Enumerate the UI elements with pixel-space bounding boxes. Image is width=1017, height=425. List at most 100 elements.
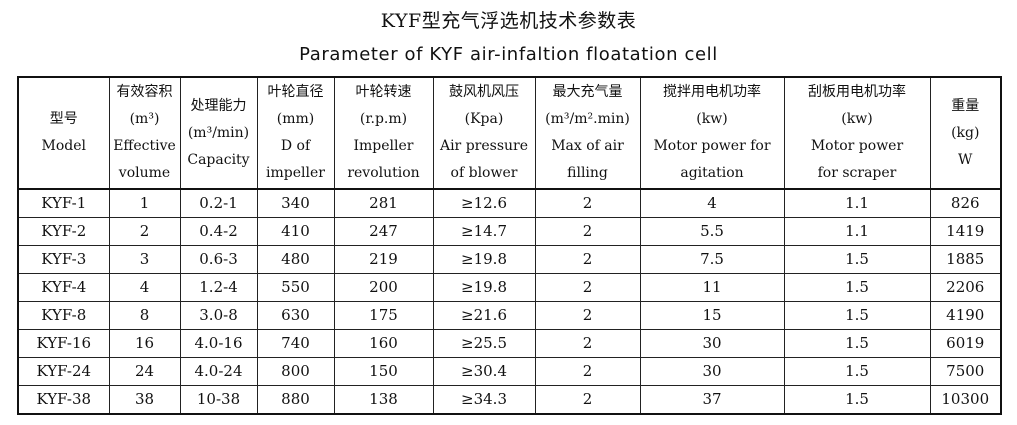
table-row: KYF-38 38 10-38 880 138 ≥34.3 2 37 1.5 10300 [17, 385, 1002, 415]
table-cell: KYF-16 [17, 329, 110, 358]
column-header-cn: 搅拌用电机功率 [663, 84, 761, 100]
table-row: KYF-1 1 0.2-1 340 281 ≥12.6 2 4 1.1 826 [17, 188, 1002, 218]
table-cell: KYF-38 [17, 385, 110, 415]
table-cell: 1.5 [783, 329, 931, 358]
table-cell: 0.6-3 [179, 245, 258, 274]
table-cell: 7500 [929, 357, 1002, 386]
table-row: KYF-4 4 1.2-4 550 200 ≥19.8 2 11 1.5 2206 [17, 273, 1002, 302]
table-cell: 38 [108, 385, 181, 415]
title-chinese: KYF型充气浮选机技术参数表 [380, 10, 637, 32]
table-cell: 281 [333, 188, 434, 218]
table-cell: KYF-4 [17, 273, 110, 302]
table-cell: 2206 [929, 273, 1002, 302]
column-header-en-line: (m³) [129, 111, 160, 127]
table-cell: KYF-1 [17, 188, 110, 218]
table-cell: 740 [256, 329, 335, 358]
column-header-en-line: W [958, 151, 973, 168]
table-cell: 4.0-16 [179, 329, 258, 358]
table-cell: KYF-24 [17, 357, 110, 386]
table-cell: 2 [534, 357, 641, 386]
table-cell: 3.0-8 [179, 301, 258, 330]
table-cell: ≥34.3 [432, 385, 536, 415]
column-header-en-line: revolution [347, 165, 420, 181]
table-cell: ≥12.6 [432, 188, 536, 218]
table-row: KYF-16 16 4.0-16 740 160 ≥25.5 2 30 1.5 6019 [17, 329, 1002, 358]
column-header-en-line: (kg) [951, 124, 980, 141]
column-header-en-line: Motor power for [653, 138, 771, 154]
table-cell: 4 [639, 188, 785, 218]
table-cell: 1.1 [783, 188, 931, 218]
table-cell: 2 [534, 273, 641, 302]
table-cell: 247 [333, 217, 434, 246]
column-header-en-line: Max of air [551, 138, 624, 154]
table-cell: 1885 [929, 245, 1002, 274]
table-cell: 11 [639, 273, 785, 302]
table-row: KYF-8 8 3.0-8 630 175 ≥21.6 2 15 1.5 4190 [17, 301, 1002, 330]
table-cell: 826 [929, 188, 1002, 218]
table-cell: 138 [333, 385, 434, 415]
table-cell: 1.5 [783, 301, 931, 330]
table-cell: ≥21.6 [432, 301, 536, 330]
table-cell: 5.5 [639, 217, 785, 246]
table-cell: 219 [333, 245, 434, 274]
column-header-en-line: (Kpa) [464, 111, 504, 127]
column-header-en-line: filling [567, 165, 608, 181]
table-cell: 480 [256, 245, 335, 274]
column-header: 叶轮直径 (mm) D of impeller [256, 76, 335, 190]
table-cell: 2 [534, 385, 641, 415]
column-header: 型号 Model [17, 76, 110, 190]
table-cell: 175 [333, 301, 434, 330]
column-header: 重量 (kg) W [929, 76, 1002, 190]
table-cell: 160 [333, 329, 434, 358]
table-row: KYF-3 3 0.6-3 480 219 ≥19.8 2 7.5 1.5 1885 [17, 245, 1002, 274]
table-cell: 1.5 [783, 357, 931, 386]
table-cell: 1.5 [783, 385, 931, 415]
table-body: KYF-1 1 0.2-1 340 281 ≥12.6 2 4 1.1 826 KYF-2 2 0.4-… [17, 188, 1002, 415]
table-cell: 30 [639, 329, 785, 358]
column-header-en-line: Air pressure [439, 138, 529, 154]
column-header-cn: 鼓风机风压 [449, 84, 519, 100]
table-cell: 24 [108, 357, 181, 386]
table-cell: 16 [108, 329, 181, 358]
table-cell: ≥30.4 [432, 357, 536, 386]
table-cell: 1.5 [783, 273, 931, 302]
table-cell: ≥14.7 [432, 217, 536, 246]
header-row: 型号 Model 有效容积 (m³) Effective volume 处理能力 (m³/mi… [17, 76, 1002, 190]
column-header-en-line: of blower [450, 165, 518, 181]
column-header-cn: 叶轮转速 [355, 84, 412, 100]
column-header: 搅拌用电机功率 (kw) Motor power for agitation [639, 76, 785, 190]
table-header: 型号 Model 有效容积 (m³) Effective volume 处理能力 (m³/mi… [17, 76, 1002, 190]
table-cell: 15 [639, 301, 785, 330]
table-cell: KYF-3 [17, 245, 110, 274]
column-header-en-line: Effective [113, 138, 176, 154]
parameter-table: 型号 Model 有效容积 (m³) Effective volume 处理能力 (m³/mi… [17, 76, 1002, 415]
table-cell: 37 [639, 385, 785, 415]
table-cell: 2 [534, 217, 641, 246]
table-cell: 1 [108, 188, 181, 218]
column-header-cn: 最大充气量 [552, 84, 623, 100]
column-header-en-line: (m³/m².min) [545, 111, 630, 127]
table-cell: 1419 [929, 217, 1002, 246]
table-cell: KYF-2 [17, 217, 110, 246]
table-cell: 800 [256, 357, 335, 386]
table-cell: 200 [333, 273, 434, 302]
table-cell: 7.5 [639, 245, 785, 274]
table-cell: 10-38 [179, 385, 258, 415]
column-header-cn: 有效容积 [116, 84, 173, 100]
table-cell: 6019 [929, 329, 1002, 358]
table-cell: 630 [256, 301, 335, 330]
column-header: 处理能力 (m³/min) Capacity [179, 76, 258, 190]
column-header: 最大充气量 (m³/m².min) Max of air filling [534, 76, 641, 190]
table-cell: ≥19.8 [432, 245, 536, 274]
table-cell: 4.0-24 [179, 357, 258, 386]
table-cell: 550 [256, 273, 335, 302]
table-cell: 10300 [929, 385, 1002, 415]
column-header-en-line: D of [280, 138, 311, 154]
column-header-en-line: impeller [266, 165, 325, 181]
column-header-cn: 处理能力 [190, 97, 247, 114]
table-cell: 410 [256, 217, 335, 246]
table-cell: 4 [108, 273, 181, 302]
table-cell: 8 [108, 301, 181, 330]
column-header-cn: 刮板用电机功率 [808, 84, 906, 100]
